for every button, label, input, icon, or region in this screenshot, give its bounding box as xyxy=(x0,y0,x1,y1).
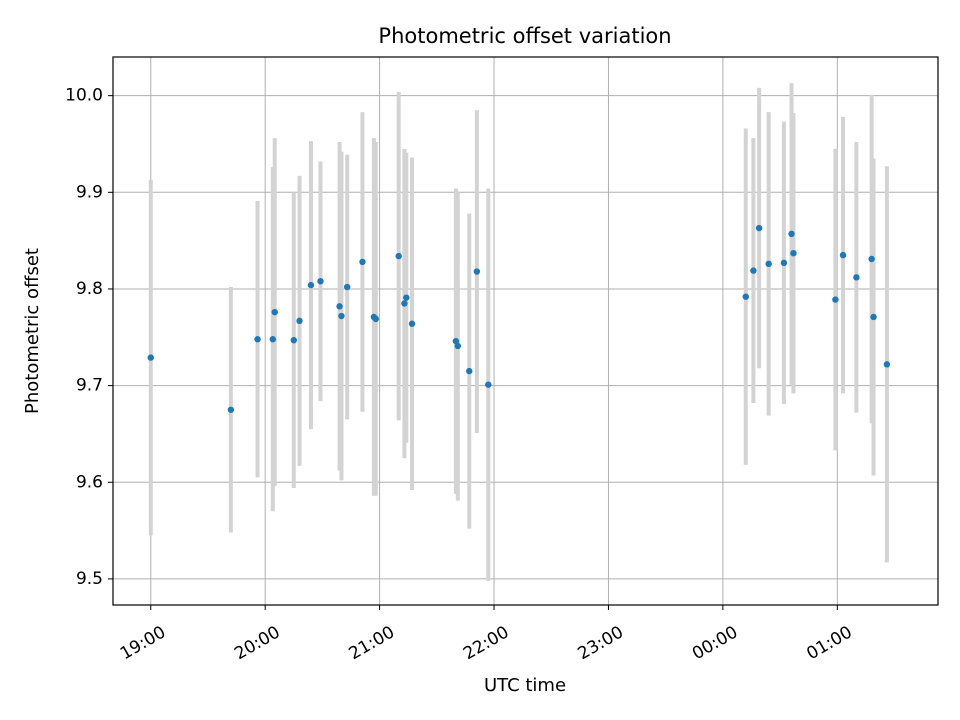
data-point xyxy=(870,313,877,321)
data-point xyxy=(336,303,343,310)
data-point xyxy=(317,278,324,285)
data-point xyxy=(742,293,749,300)
x-tick-label: 21:00 xyxy=(346,622,398,664)
data-point xyxy=(883,361,891,368)
data-point xyxy=(395,252,402,260)
x-tick-label: 01:00 xyxy=(803,622,855,664)
data-point xyxy=(403,294,410,301)
data-point xyxy=(765,260,772,268)
x-tick-label: 23:00 xyxy=(575,622,627,664)
data-point xyxy=(227,406,235,413)
data-point xyxy=(271,308,278,316)
data-point xyxy=(780,259,788,267)
x-tick-label: 22:00 xyxy=(460,622,512,664)
x-axis-label: UTC time xyxy=(484,675,566,696)
data-point xyxy=(853,274,860,281)
data-point xyxy=(839,251,847,259)
data-point xyxy=(750,267,757,274)
x-tick-label: 20:00 xyxy=(231,622,283,664)
y-tick-label: 10.0 xyxy=(65,86,103,106)
data-point xyxy=(290,336,297,344)
data-point xyxy=(269,336,277,343)
data-point xyxy=(343,283,351,291)
data-point xyxy=(868,255,875,263)
data-point xyxy=(788,230,795,238)
data-point xyxy=(408,320,416,327)
data-point xyxy=(790,249,797,257)
data-point xyxy=(473,268,481,275)
grid xyxy=(113,57,938,605)
x-axis-ticks: 19:00 20:00 21:00 22:00 23:00 00:00 01:00 xyxy=(117,605,856,664)
y-tick-label: 9.7 xyxy=(76,376,103,396)
data-points xyxy=(147,224,891,413)
x-tick-label: 19:00 xyxy=(117,622,169,664)
y-tick-label: 9.5 xyxy=(76,569,103,589)
data-point xyxy=(485,381,492,388)
data-point xyxy=(755,224,763,232)
x-tick-label: 00:00 xyxy=(689,622,741,664)
data-point xyxy=(338,312,345,320)
plot-background xyxy=(113,57,938,605)
chart-title: Photometric offset variation xyxy=(378,24,671,48)
data-point xyxy=(401,300,408,307)
data-point xyxy=(296,317,303,325)
plot-frame xyxy=(112,56,939,606)
y-tick-label: 9.8 xyxy=(76,279,103,299)
data-point xyxy=(307,281,315,289)
data-point xyxy=(466,367,473,375)
data-point xyxy=(372,315,379,323)
y-axis-ticks: 9.5 9.6 9.7 9.8 9.9 10.0 xyxy=(65,86,113,589)
data-point xyxy=(452,337,460,345)
data-point xyxy=(254,336,261,343)
data-point xyxy=(359,258,366,266)
y-axis-label: Photometric offset xyxy=(22,248,43,414)
y-tick-label: 9.6 xyxy=(76,472,103,492)
data-point xyxy=(832,296,839,303)
data-point xyxy=(454,342,461,350)
y-tick-label: 9.9 xyxy=(76,182,103,202)
data-point xyxy=(147,354,154,361)
